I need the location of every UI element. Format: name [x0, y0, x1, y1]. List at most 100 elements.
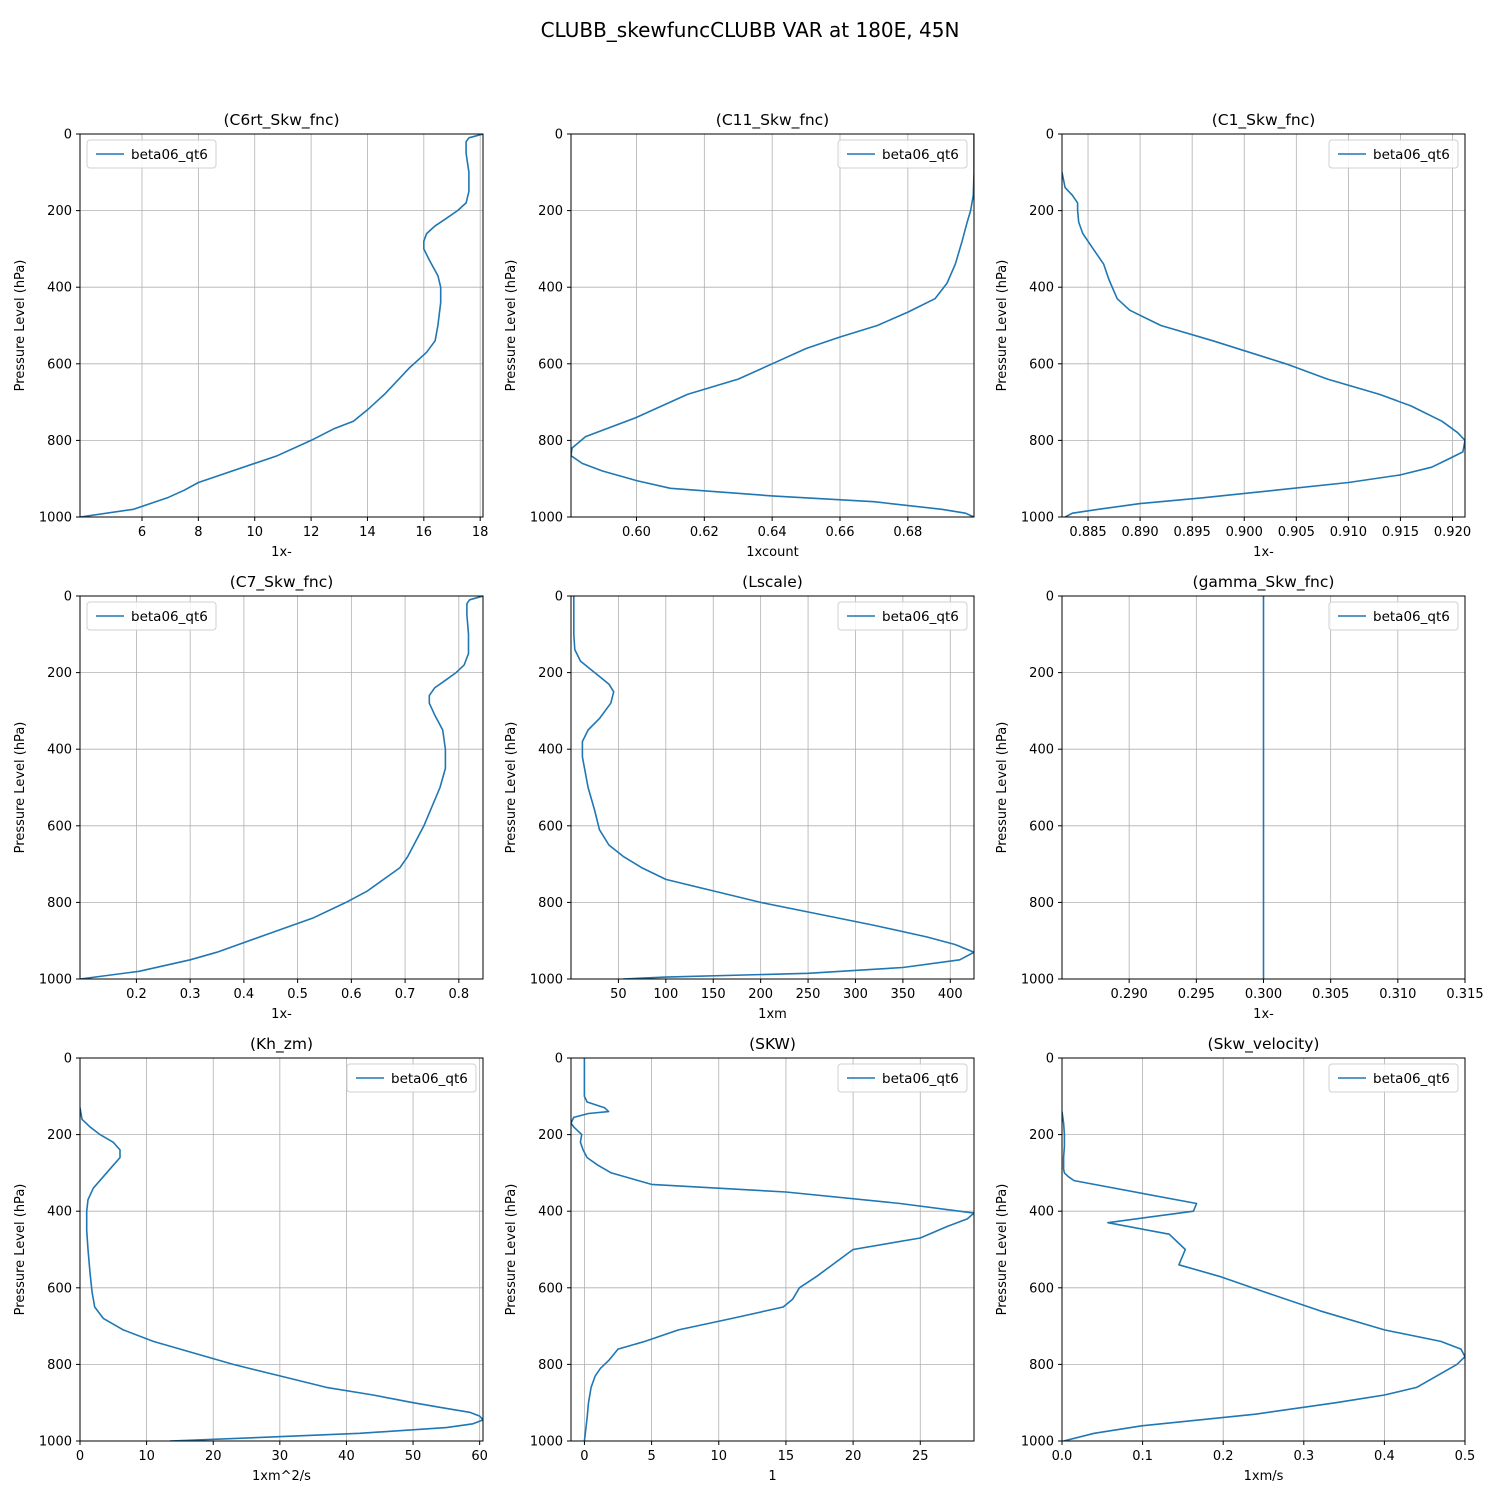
- legend-box: [346, 1063, 477, 1093]
- y-axis-label: Pressure Level (hPa): [13, 722, 28, 854]
- series-line: [572, 596, 974, 979]
- series-line: [80, 596, 483, 979]
- x-tick-label: 0.310: [1379, 987, 1416, 1002]
- x-tick-label: 20: [845, 1449, 862, 1464]
- legend: beta06_qt6: [86, 139, 217, 169]
- x-tick-label: 14: [359, 525, 376, 540]
- subplot-title: (gamma_Skw_fnc): [1193, 573, 1335, 592]
- x-tick-label: 0.295: [1178, 987, 1215, 1002]
- subplot-2: 0.60 0.62 0.64 0.66 0.68 0 200 400 600 800 1000 (C1…: [504, 111, 975, 560]
- y-tick-label: 600: [47, 819, 72, 834]
- series-line: [571, 134, 974, 517]
- x-tick-label: 0.68: [893, 525, 922, 540]
- y-axis-label: Pressure Level (hPa): [504, 722, 519, 854]
- subplot-title: (Skw_velocity): [1208, 1035, 1320, 1054]
- x-axis-label: 1: [768, 1469, 776, 1484]
- legend: beta06_qt6: [346, 1063, 477, 1093]
- x-tick-label: 60: [471, 1449, 488, 1464]
- y-tick-label: 400: [1029, 743, 1054, 758]
- x-tick-label: 12: [303, 525, 320, 540]
- x-axis-label: 1x-: [1253, 1007, 1274, 1022]
- x-axis-label: 1xm^2/s: [252, 1469, 311, 1484]
- y-tick-label: 600: [538, 357, 563, 372]
- x-tick-label: 0.7: [395, 987, 416, 1002]
- subplot-title: (C11_Skw_fnc): [716, 111, 829, 130]
- y-tick-label: 800: [47, 434, 72, 449]
- x-tick-label: 5: [647, 1449, 655, 1464]
- legend: beta06_qt6: [86, 601, 217, 631]
- y-tick-label: 200: [1029, 204, 1054, 219]
- axes-frame: [570, 595, 975, 980]
- x-tick-label: 0.3: [180, 987, 201, 1002]
- subplot-6: 0.290 0.295 0.300 0.305 0.310 0.315 0 200 400 600…: [995, 573, 1484, 1022]
- x-tick-label: 0.895: [1174, 525, 1211, 540]
- y-tick-label: 600: [47, 357, 72, 372]
- series-line: [80, 1107, 483, 1441]
- subplot-8: 0 5 10 15 20 25 0 200 400 600 800 1000 (SKW) 1 Pressur…: [504, 1035, 975, 1484]
- y-axis-label: Pressure Level (hPa): [13, 260, 28, 392]
- x-tick-label: 350: [890, 987, 915, 1002]
- x-axis-label: 1x-: [271, 1007, 292, 1022]
- x-tick-label: 100: [653, 987, 678, 1002]
- x-tick-label: 300: [843, 987, 868, 1002]
- x-tick-label: 50: [610, 987, 627, 1002]
- axes-frame: [79, 1057, 484, 1442]
- y-axis-label: Pressure Level (hPa): [995, 1184, 1010, 1316]
- series-line: [1062, 172, 1465, 517]
- y-tick-label: 0: [555, 1052, 563, 1067]
- legend-box: [1328, 139, 1459, 169]
- x-tick-label: 18: [472, 525, 489, 540]
- y-axis-label: Pressure Level (hPa): [995, 722, 1010, 854]
- y-tick-label: 600: [1029, 1281, 1054, 1296]
- x-tick-label: 0: [76, 1449, 84, 1464]
- x-tick-label: 0.910: [1330, 525, 1367, 540]
- x-tick-label: 40: [338, 1449, 355, 1464]
- x-axis-label: 1xm/s: [1244, 1469, 1284, 1484]
- x-tick-label: 0.6: [341, 987, 362, 1002]
- axes-frame: [1061, 1057, 1466, 1442]
- subplot-title: (Lscale): [742, 573, 803, 591]
- legend-box: [837, 139, 968, 169]
- subplot-1: 6 8 10 12 14 16 18 0 200 400 600 800 1000 (C6rt_Skw_f…: [13, 111, 488, 560]
- x-tick-label: 0.62: [690, 525, 719, 540]
- x-tick-label: 0.920: [1434, 525, 1471, 540]
- y-tick-label: 0: [64, 1052, 72, 1067]
- x-tick-label: 0.66: [826, 525, 855, 540]
- subplot-9: 0.0 0.1 0.2 0.3 0.4 0.5 0 200 400 600 800 1000 (Skw_…: [995, 1035, 1475, 1484]
- x-tick-label: 10: [246, 525, 263, 540]
- y-tick-label: 200: [47, 666, 72, 681]
- legend-box: [86, 139, 217, 169]
- legend: beta06_qt6: [1328, 1063, 1459, 1093]
- legend: beta06_qt6: [837, 601, 968, 631]
- x-tick-label: 0.885: [1069, 525, 1106, 540]
- x-tick-label: 0.60: [622, 525, 651, 540]
- x-tick-label: 0.305: [1312, 987, 1349, 1002]
- x-tick-label: 10: [710, 1449, 727, 1464]
- y-axis-label: Pressure Level (hPa): [504, 260, 519, 392]
- y-tick-label: 800: [1029, 896, 1054, 911]
- x-tick-label: 0.5: [1455, 1449, 1476, 1464]
- y-tick-label: 400: [1029, 1205, 1054, 1220]
- y-tick-label: 1000: [39, 1435, 72, 1450]
- legend-label: beta06_qt6: [882, 147, 959, 163]
- y-tick-label: 600: [538, 819, 563, 834]
- legend: beta06_qt6: [837, 139, 968, 169]
- subplot-title: (C1_Skw_fnc): [1212, 111, 1316, 130]
- x-tick-label: 0.2: [126, 987, 147, 1002]
- y-tick-label: 200: [1029, 666, 1054, 681]
- x-tick-label: 8: [194, 525, 202, 540]
- y-tick-label: 600: [1029, 357, 1054, 372]
- y-tick-label: 1000: [530, 1435, 563, 1450]
- x-tick-label: 0.1: [1132, 1449, 1153, 1464]
- y-tick-label: 1000: [39, 973, 72, 988]
- legend: beta06_qt6: [837, 1063, 968, 1093]
- x-tick-label: 25: [912, 1449, 929, 1464]
- y-tick-label: 1000: [39, 511, 72, 526]
- y-tick-label: 0: [1046, 1052, 1054, 1067]
- axes-frame: [79, 133, 484, 518]
- subplot-grid: 6 8 10 12 14 16 1802004006008001000(C6rt_Skw_f…: [13, 111, 1484, 1484]
- x-axis-label: 1xm: [758, 1007, 787, 1022]
- x-tick-label: 0.64: [758, 525, 787, 540]
- y-tick-label: 200: [538, 204, 563, 219]
